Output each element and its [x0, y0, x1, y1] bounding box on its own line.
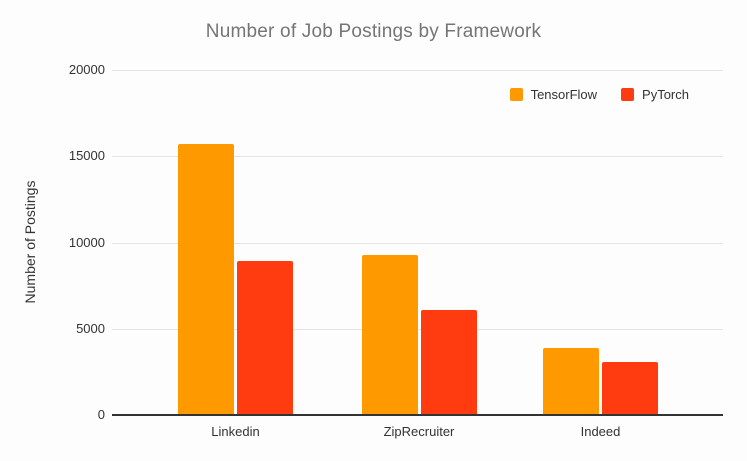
y-tick-label-20000: 20000 — [68, 62, 105, 77]
legend-swatch-icon — [509, 88, 523, 101]
legend: TensorFlow PyTorch — [509, 87, 689, 102]
bar-tensorflow-ziprecruiter — [361, 254, 418, 415]
gridline-20000 — [112, 70, 723, 71]
gridline-10000 — [112, 242, 723, 244]
x-category-label-linkedin: Linkedin — [211, 424, 260, 439]
bar-pytorch-linkedin — [237, 261, 293, 415]
legend-item-tensorflow: TensorFlow — [509, 87, 598, 102]
gridline-5000 — [112, 328, 723, 330]
y-tick-label-15000: 15000 — [68, 148, 105, 164]
y-tick-label-0: 0 — [97, 407, 105, 422]
plot-area — [112, 70, 723, 416]
bar-pytorch-ziprecruiter — [420, 309, 477, 415]
legend-swatch-icon — [621, 88, 635, 101]
bar-tensorflow-linkedin — [178, 144, 234, 415]
bar-pytorch-indeed — [602, 361, 658, 415]
x-axis-line — [112, 414, 723, 416]
chart-title: Number of Job Postings by Framework — [205, 21, 542, 42]
bar-tensorflow-indeed — [543, 347, 599, 415]
gridline-15000 — [112, 156, 723, 158]
legend-item-pytorch: PyTorch — [621, 87, 689, 102]
y-tick-label-10000: 10000 — [68, 234, 105, 250]
legend-label: PyTorch — [642, 87, 689, 102]
x-category-label-ziprecruiter: ZipRecruiter — [383, 424, 455, 439]
x-category-label-indeed: Indeed — [580, 424, 621, 439]
y-tick-label-5000: 5000 — [76, 320, 105, 336]
legend-label: TensorFlow — [530, 87, 598, 102]
